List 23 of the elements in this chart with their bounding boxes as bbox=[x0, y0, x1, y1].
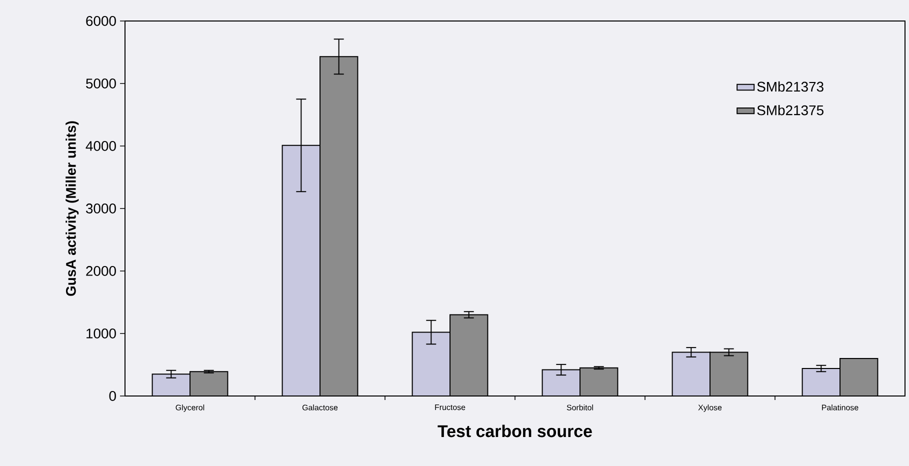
bar bbox=[710, 352, 748, 396]
bar bbox=[152, 374, 190, 396]
y-tick-label: 1000 bbox=[86, 328, 116, 338]
y-tick-label: 5000 bbox=[86, 78, 116, 88]
y-tick-label: 6000 bbox=[86, 16, 116, 26]
y-tick-label: 4000 bbox=[86, 141, 116, 151]
bar bbox=[282, 144, 321, 396]
bar bbox=[190, 371, 228, 396]
y-tick-label: 3000 bbox=[86, 204, 116, 214]
bar bbox=[450, 314, 488, 396]
bar bbox=[672, 352, 711, 396]
legend-label: SMb21373 bbox=[757, 81, 824, 92]
bar bbox=[320, 56, 358, 396]
bar bbox=[542, 369, 581, 396]
y-tick-label: 2000 bbox=[86, 266, 116, 276]
y-tick-label: 0 bbox=[109, 391, 116, 401]
bar bbox=[802, 368, 841, 396]
bar bbox=[412, 332, 451, 396]
bar bbox=[580, 367, 618, 396]
x-axis-title: Test carbon source bbox=[438, 424, 592, 438]
legend-label: SMb21375 bbox=[757, 104, 824, 116]
y-axis-title: GusA activity (Miller units) bbox=[66, 121, 79, 296]
bar bbox=[840, 358, 878, 396]
